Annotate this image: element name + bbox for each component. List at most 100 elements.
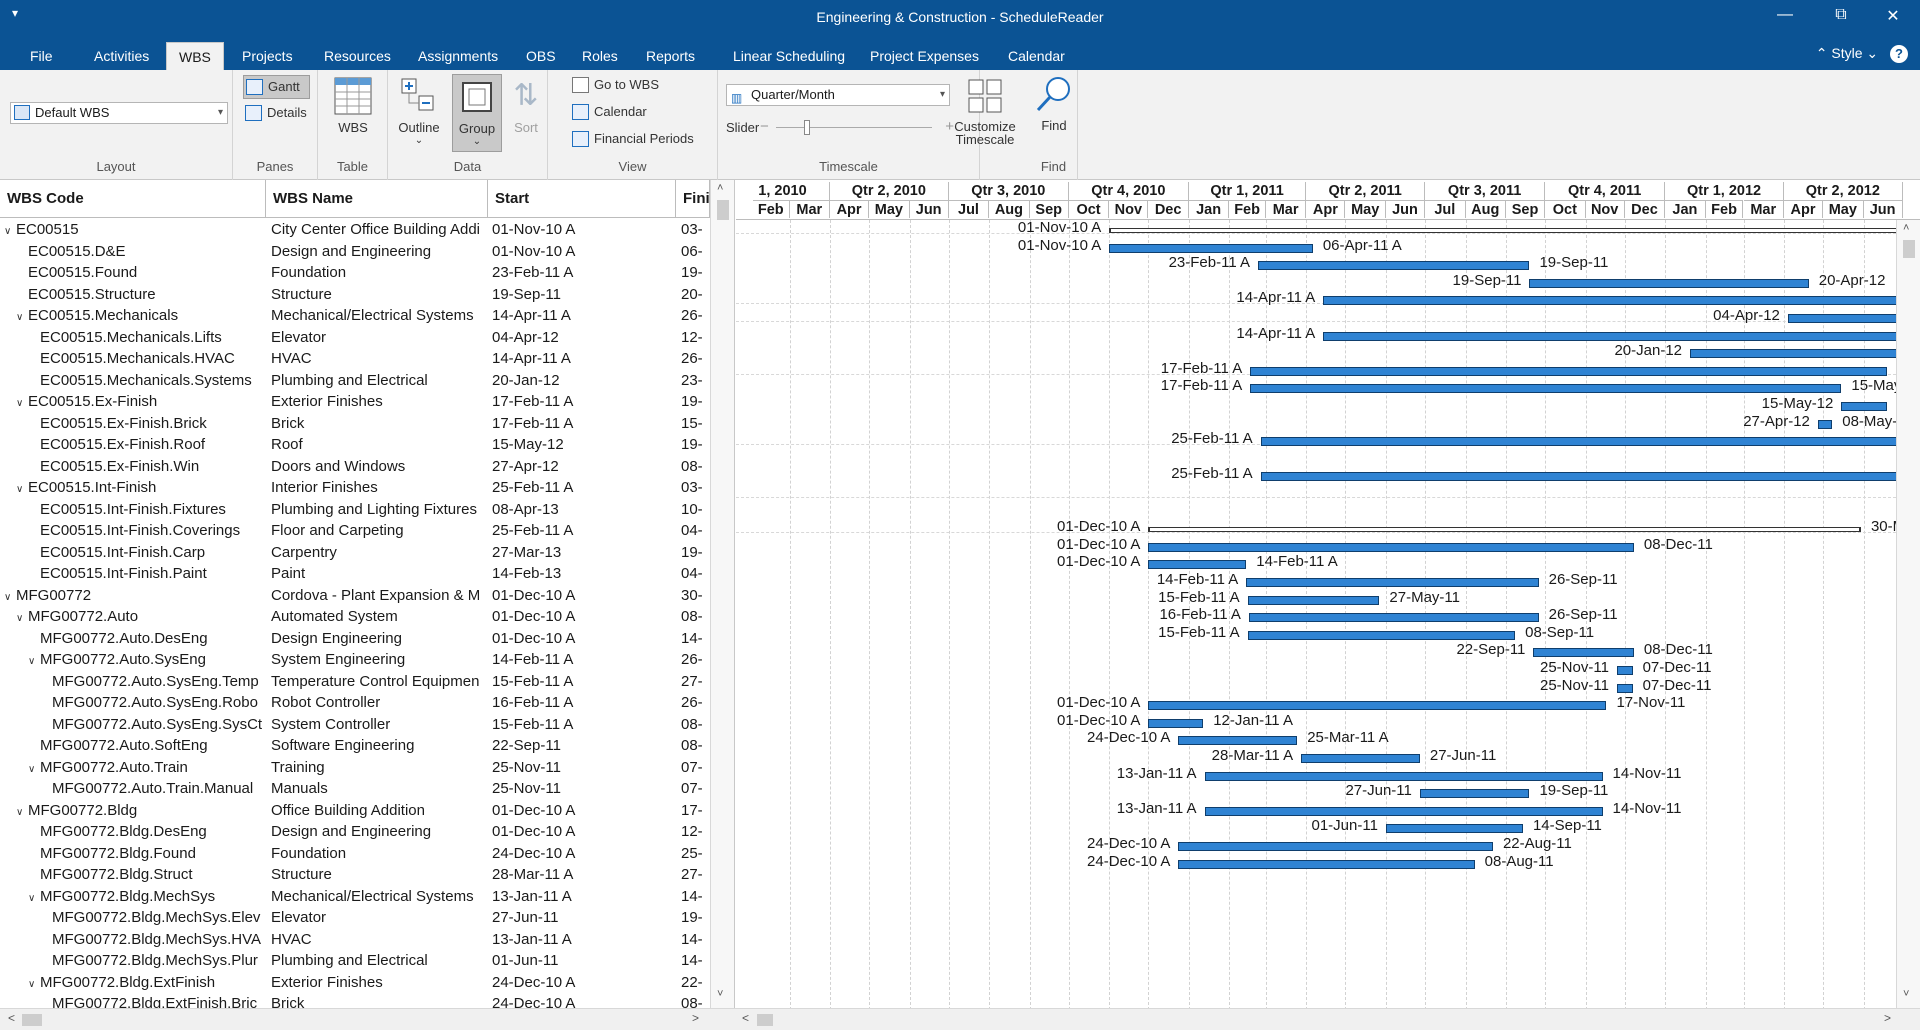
collapse-toggle-icon[interactable]: ∨ [16,613,24,624]
gantt-bar[interactable] [1204,806,1603,816]
table-row[interactable]: MFG00772.Auto.SysEng.SysCt System Control… [0,714,710,736]
tab-assignments[interactable]: Assignments [418,48,499,64]
gantt-bar[interactable] [1260,472,1896,482]
gantt-bar[interactable] [1323,331,1896,341]
timescale-combo[interactable]: ▥ Quarter/Month ▾ [726,84,950,106]
table-row[interactable]: MFG00772.Bldg.MechSys.Plur Plumbing and E… [0,950,710,972]
collapse-ribbon-icon[interactable]: ⌃ [1815,45,1828,61]
table-row[interactable]: MFG00772.Auto.SysEng.Robo Robot Controlle… [0,692,710,714]
scroll-left-icon[interactable]: < [742,1011,750,1025]
gantt-bar[interactable] [1841,402,1888,411]
close-icon[interactable]: ✕ [1886,8,1900,25]
scroll-up-icon[interactable]: ˄ [717,182,724,194]
wbs-table-button[interactable]: WBS [328,76,378,135]
customize-timescale-button[interactable]: Customize Timescale [940,76,1030,146]
scroll-left-icon[interactable]: < [8,1011,16,1025]
tab-projects[interactable]: Projects [242,48,293,64]
table-row[interactable]: ∨ MFG00772.Auto Automated System 01-Dec-10 … [0,606,710,628]
table-row[interactable]: EC00515.Mechanicals.Lifts Elevator 04-Apr-… [0,327,710,349]
table-row[interactable]: MFG00772.Bldg.MechSys.HVA HVAC 13-Jan-11 A… [0,929,710,951]
gantt-bar[interactable] [1260,437,1896,447]
zoom-out-icon[interactable]: − [760,118,769,135]
gantt-bar[interactable] [1817,419,1833,429]
tab-activities[interactable]: Activities [94,48,150,64]
gantt-bar[interactable] [1148,701,1607,711]
column-header-start[interactable]: Start [488,180,676,218]
group-button[interactable]: Group ⌄ [452,74,502,152]
gantt-bar[interactable] [1787,314,1896,323]
gantt-bar[interactable] [1247,630,1516,640]
sort-button[interactable]: ⇅ Sort [506,76,546,135]
gantt-bar[interactable] [1148,560,1247,570]
chevron-down-icon[interactable]: ⌄ [1866,45,1879,61]
gantt-bar[interactable] [1616,683,1633,693]
find-button[interactable]: Find [1030,74,1078,133]
gantt-bar[interactable] [1616,666,1633,675]
table-row[interactable]: MFG00772.Auto.SysEng.Temp Temperature Con… [0,671,710,693]
go-to-wbs-button[interactable]: Go to WBS [570,74,659,98]
timescale-slider[interactable]: − + [760,118,954,138]
table-row[interactable]: ∨ EC00515 City Center Office Building Addi… [0,219,710,241]
gantt-bar[interactable] [1533,648,1634,658]
table-row[interactable]: MFG00772.Bldg.Struct Structure 28-Mar-11 A… [0,864,710,886]
zoom-in-icon[interactable]: + [945,118,954,135]
scroll-right-icon[interactable]: > [1884,1011,1892,1025]
table-row[interactable]: EC00515.Mechanicals.HVAC HVAC 14-Apr-11 A 2… [0,348,710,370]
gantt-bar[interactable] [1246,578,1539,587]
gantt-pane-button[interactable]: Gantt [243,75,310,99]
quick-access-menu-icon[interactable]: ▾ [12,6,19,20]
table-row[interactable]: EC00515.Int-Finish.Carp Carpentry 27-Mar-1… [0,542,710,564]
table-row[interactable]: MFG00772.Auto.SoftEng Software Engineerin… [0,735,710,757]
gantt-bars-area[interactable]: 01-Nov-10 A 01-Nov-10 A 06-Apr-11 A 23-Feb-… [736,220,1896,1010]
table-row[interactable]: EC00515.Ex-Finish.Roof Roof 15-May-12 19- [0,434,710,456]
tab-roles[interactable]: Roles [582,48,618,64]
collapse-toggle-icon[interactable]: ∨ [16,398,24,409]
tab-obs[interactable]: OBS [526,48,556,64]
gantt-bar[interactable] [1204,771,1603,781]
outline-button[interactable]: Outline ⌄ [394,76,444,146]
gantt-bar[interactable] [1689,349,1896,359]
minimize-icon[interactable]: — [1777,6,1793,23]
table-row[interactable]: ∨ MFG00772.Bldg.ExtFinish Exterior Finishe… [0,972,710,994]
scroll-down-icon[interactable]: ˅ [1903,988,1910,1000]
table-row[interactable]: EC00515.Int-Finish.Coverings Floor and Ca… [0,520,710,542]
table-row[interactable]: EC00515.D&E Design and Engineering 01-Nov-… [0,241,710,263]
gantt-bar[interactable] [1178,736,1298,746]
grid-scroll-thumb[interactable] [717,200,729,220]
table-row[interactable]: ∨ MFG00772 Cordova - Plant Expansion & M 01… [0,585,710,607]
tab-file[interactable]: File [30,48,53,64]
gantt-bar[interactable] [1109,243,1313,253]
gantt-bar[interactable] [1250,384,1842,394]
table-row[interactable]: EC00515.Int-Finish.Fixtures Plumbing and … [0,499,710,521]
collapse-toggle-icon[interactable]: ∨ [16,484,24,495]
gantt-bar[interactable] [1148,542,1634,552]
gantt-summary-bar[interactable] [1109,228,1896,233]
collapse-toggle-icon[interactable]: ∨ [4,591,12,603]
collapse-toggle-icon[interactable]: ∨ [16,806,24,818]
slider-thumb[interactable] [804,120,810,135]
style-menu[interactable]: ⌃ Style ⌄ ? [1816,45,1908,63]
table-row[interactable]: MFG00772.Bldg.ExtFinish.Bric Brick 24-Dec-… [0,993,710,1010]
table-row[interactable]: MFG00772.Bldg.Found Foundation 24-Dec-10 A… [0,843,710,865]
collapse-toggle-icon[interactable]: ∨ [28,763,36,775]
gantt-bar[interactable] [1178,859,1475,869]
table-row[interactable]: ∨ EC00515.Mechanicals Mechanical/Electrica… [0,305,710,327]
table-row[interactable]: ∨ MFG00772.Auto.Train Training 25-Nov-11 07- [0,757,710,779]
gantt-bar[interactable] [1323,296,1896,306]
help-icon[interactable]: ? [1890,45,1908,63]
gantt-scroll-thumb[interactable] [1903,240,1915,258]
maximize-icon[interactable]: ⧉ [1835,6,1847,23]
gantt-bar[interactable] [1148,718,1204,728]
collapse-toggle-icon[interactable]: ∨ [16,312,24,323]
tab-wbs[interactable]: WBS [166,42,224,70]
grid-vertical-scrollbar[interactable]: ˄ ˅ [710,180,734,1010]
scroll-up-icon[interactable]: ˄ [1903,222,1910,234]
gantt-bar[interactable] [1247,595,1380,605]
table-row[interactable]: MFG00772.Bldg.MechSys.Elev Elevator 27-Jun… [0,907,710,929]
scroll-right-icon[interactable]: > [692,1011,700,1025]
gantt-bar[interactable] [1301,754,1420,763]
collapse-toggle-icon[interactable]: ∨ [28,978,36,990]
table-row[interactable]: EC00515.Found Foundation 23-Feb-11 A 19- [0,262,710,284]
table-row[interactable]: EC00515.Ex-Finish.Brick Brick 17-Feb-11 A 1… [0,413,710,435]
table-row[interactable]: ∨ MFG00772.Bldg Office Building Addition 01… [0,800,710,822]
